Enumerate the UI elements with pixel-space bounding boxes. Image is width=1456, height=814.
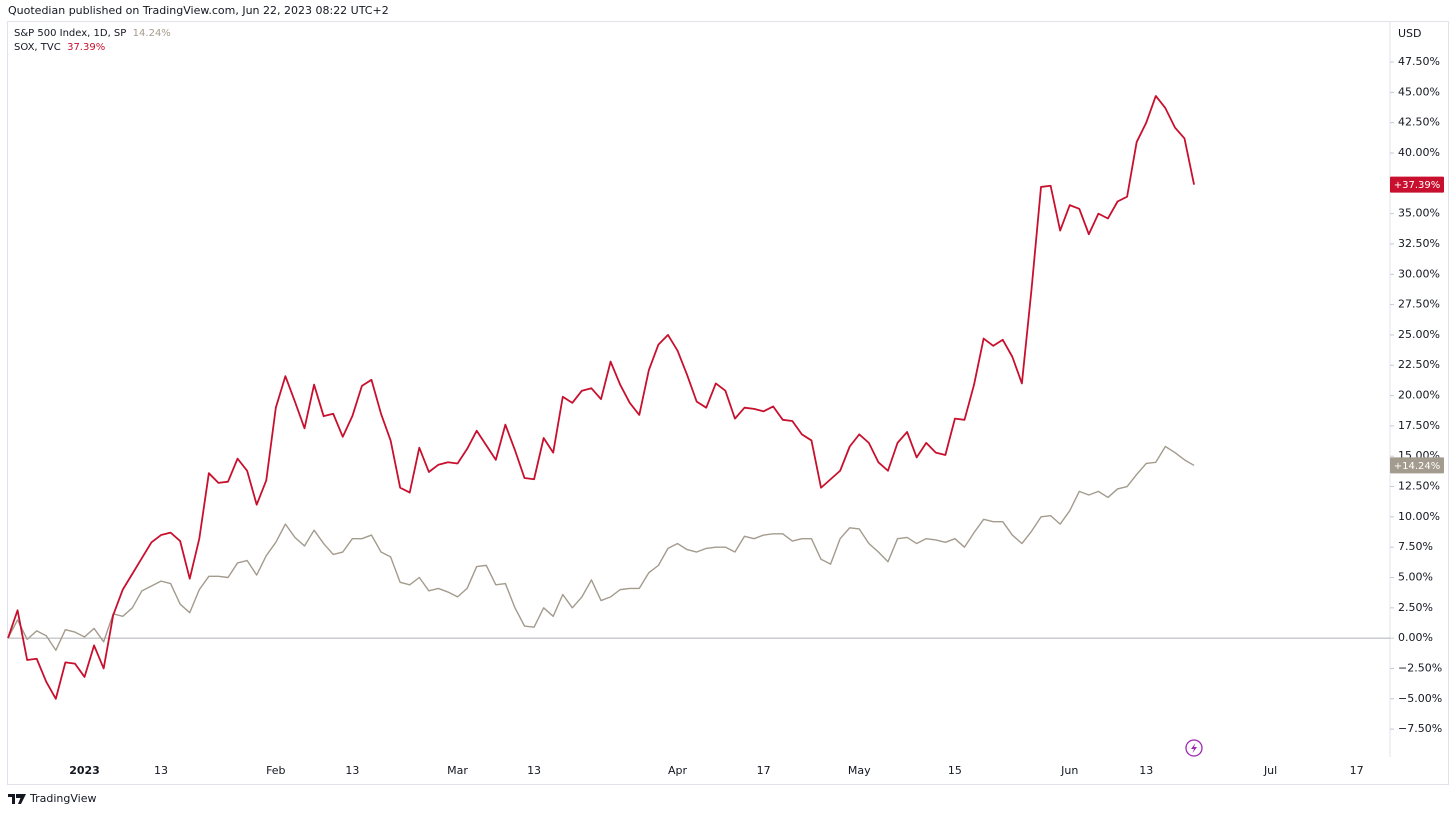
y-tick-label: 0.00% <box>1398 631 1433 644</box>
y-tick-label: 45.00% <box>1398 85 1440 98</box>
series-line <box>7 445 1195 651</box>
x-tick-label: Feb <box>266 764 285 777</box>
last-value-badge <box>1390 457 1444 474</box>
logo <box>8 793 26 804</box>
brand: TradingView <box>30 792 97 805</box>
y-tick-label: −2.50% <box>1398 661 1442 674</box>
y-tick-label: 10.00% <box>1398 510 1440 523</box>
legend-row: S&P 500 Index, 1D, SP 14.24% <box>14 27 171 41</box>
x-tick-label: Mar <box>447 764 468 777</box>
x-tick-label: 17 <box>757 764 771 777</box>
y-tick-label: 7.50% <box>1398 540 1433 553</box>
x-tick-label: 15 <box>948 764 962 777</box>
y-tick-label: 25.00% <box>1398 328 1440 341</box>
x-tick-label: 17 <box>1350 764 1364 777</box>
last-value-label: +37.39% <box>1394 180 1441 191</box>
y-tick-label: 40.00% <box>1398 146 1440 159</box>
y-tick-label: −7.50% <box>1398 722 1442 735</box>
legend-row: SOX, TVC 37.39% <box>14 41 171 55</box>
last-value-label: +14.24% <box>1394 461 1441 472</box>
y-tick-label: 20.00% <box>1398 389 1440 402</box>
x-tick-label: Jun <box>1060 764 1078 777</box>
y-tick-label: 35.00% <box>1398 207 1440 220</box>
y-tick-label: 30.00% <box>1398 267 1440 280</box>
legend-value: 37.39% <box>67 42 106 53</box>
y-tick-label: 32.50% <box>1398 237 1440 250</box>
currency-label: USD <box>1398 27 1422 40</box>
x-tick-label: Jul <box>1263 764 1277 777</box>
y-tick-label: 17.50% <box>1398 419 1440 432</box>
legend-name: SOX, TVC <box>14 42 61 53</box>
y-tick-label: 5.00% <box>1398 570 1433 583</box>
x-tick-label: 13 <box>154 764 168 777</box>
x-tick-label: 13 <box>527 764 541 777</box>
publisher-line: Quotedian published on TradingView.com, … <box>8 4 389 17</box>
last-value-badge <box>1390 176 1444 193</box>
x-tick-label: May <box>848 764 871 777</box>
series-line <box>7 95 1195 700</box>
legend: S&P 500 Index, 1D, SP 14.24% SOX, TVC 37… <box>14 27 171 55</box>
y-tick-label: 27.50% <box>1398 298 1440 311</box>
y-tick-label: 12.50% <box>1398 480 1440 493</box>
y-tick-label: 42.50% <box>1398 116 1440 129</box>
x-tick-label: 13 <box>345 764 359 777</box>
footer: TradingView <box>8 792 96 805</box>
lightning-icon <box>1185 739 1203 757</box>
y-tick-label: 22.50% <box>1398 358 1440 371</box>
y-tick-label: −5.00% <box>1398 692 1442 705</box>
chart-frame <box>7 21 1449 785</box>
x-tick-label: 2023 <box>69 764 100 777</box>
legend-name: S&P 500 Index, 1D, SP <box>14 28 127 39</box>
y-tick-label: 47.50% <box>1398 55 1440 68</box>
legend-value: 14.24% <box>132 28 171 39</box>
x-tick-label: Apr <box>668 764 688 777</box>
x-tick-label: 13 <box>1139 764 1153 777</box>
y-tick-label: 2.50% <box>1398 601 1433 614</box>
